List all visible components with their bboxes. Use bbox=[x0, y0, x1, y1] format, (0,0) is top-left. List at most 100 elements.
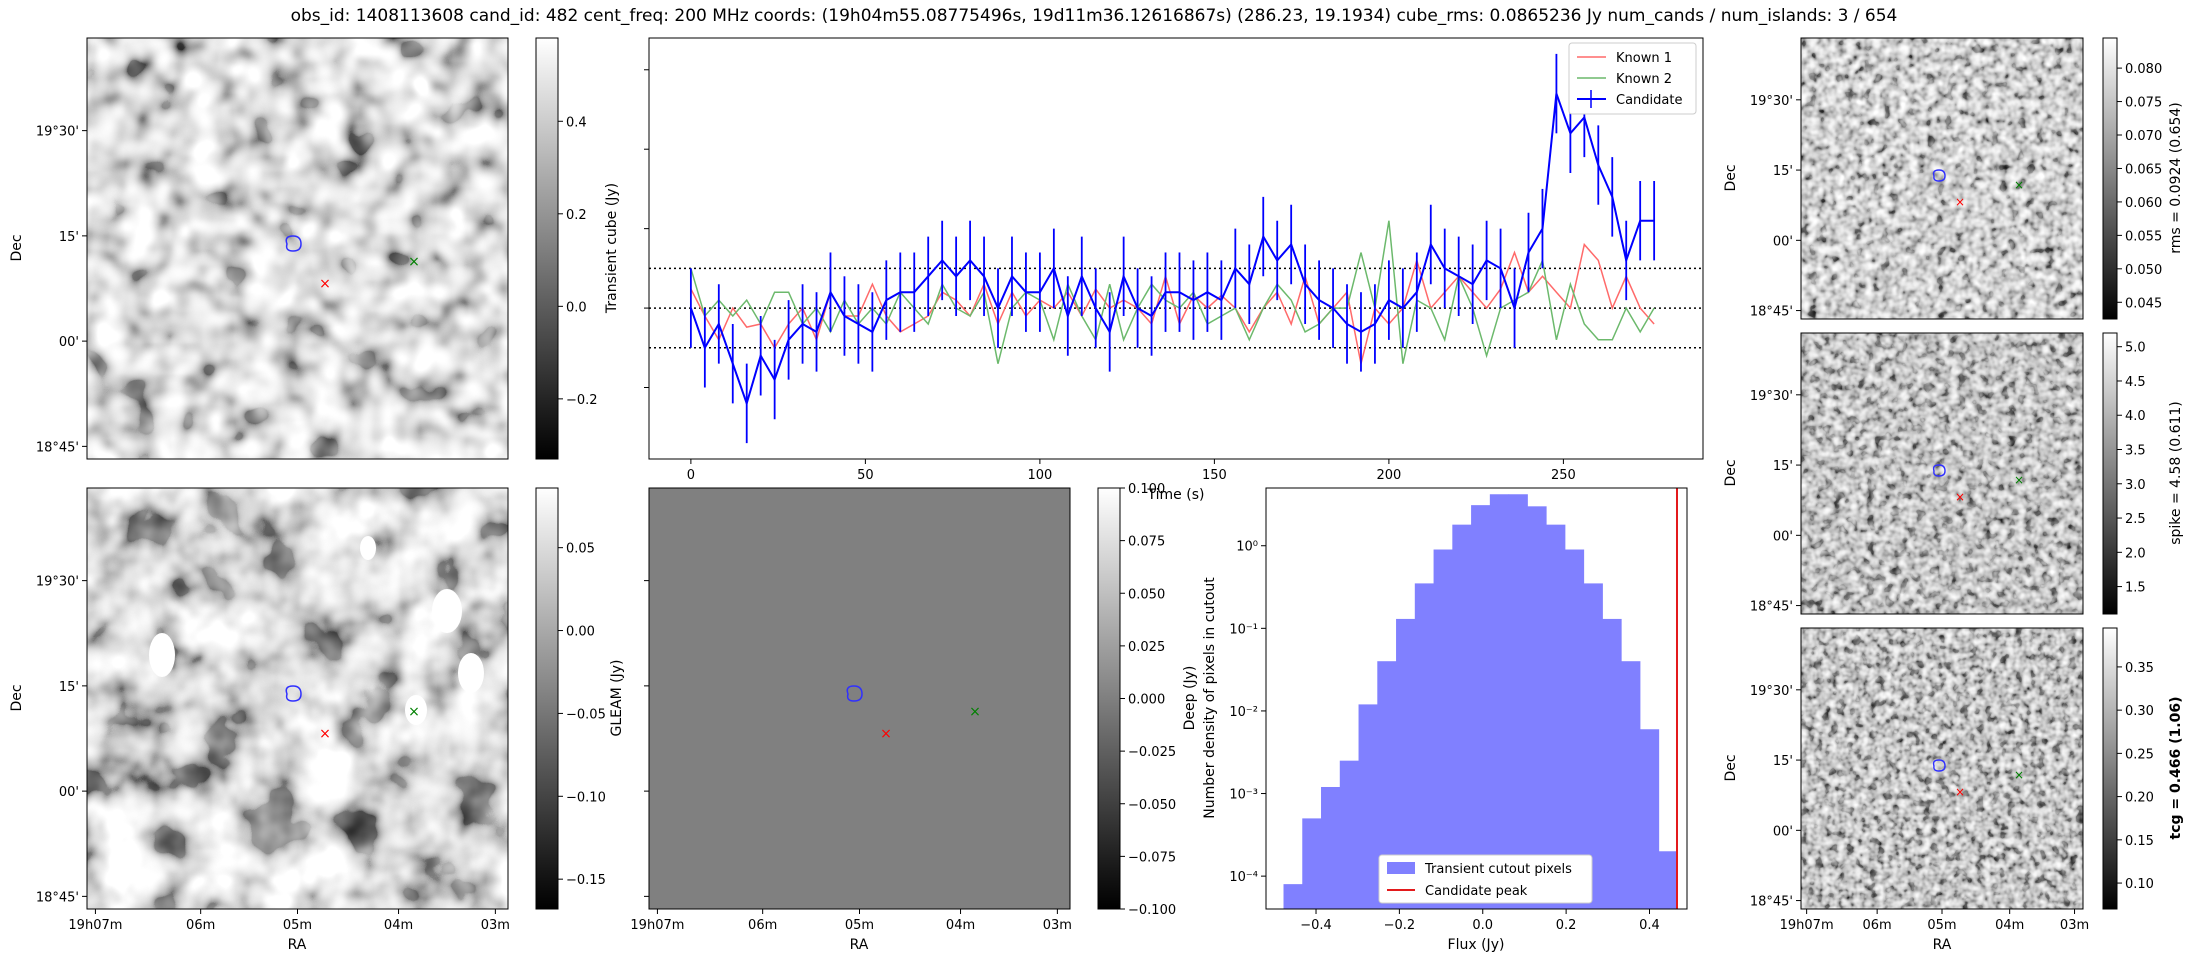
colorbar-gradient bbox=[2102, 332, 2118, 615]
known-source-marker: × bbox=[2014, 473, 2024, 487]
colorbar-tick-label: 0.2 bbox=[566, 208, 587, 223]
colorbar-tick-label: 0.20 bbox=[2125, 791, 2154, 806]
x-tick-label: 250 bbox=[1551, 468, 1576, 483]
colorbar-tick-label: 0.025 bbox=[1128, 640, 1165, 655]
histogram-bar bbox=[1452, 524, 1472, 909]
histogram-bar bbox=[1658, 851, 1678, 909]
colorbar-gradient bbox=[1097, 487, 1121, 910]
rms-cutout-image bbox=[1801, 38, 2083, 319]
series-known-1 bbox=[690, 242, 1655, 364]
dec-tick-label: 00' bbox=[1773, 824, 1793, 839]
ra-tick-label: 03m bbox=[481, 918, 510, 933]
ra-tick-label: 05m bbox=[1927, 918, 1956, 933]
legend-hist-label: Transient cutout pixels bbox=[1424, 862, 1572, 877]
histogram-xlabel: Flux (Jy) bbox=[1448, 937, 1505, 953]
colorbar-gradient bbox=[535, 487, 559, 910]
colorbar-tick-label: 4.5 bbox=[2125, 375, 2146, 390]
deep-cutout-panel: × × 19°30' 15' 00' 18°45' 19h07m 06m 05m 04m 03… bbox=[9, 487, 1198, 953]
tcg-colorbar-label: tcg = 0.466 (1.06) bbox=[2168, 697, 2184, 840]
histogram-bar bbox=[1302, 818, 1322, 909]
spike-cutout-panel: × × 19°30' 15' 00' 18°45' Dec 5.0 4.5 4.0 3.5 3… bbox=[1723, 332, 2184, 615]
histogram-bar bbox=[1321, 786, 1341, 909]
gleam-colorbar: 0.100 0.075 0.050 0.025 0.000 −0.025 −0.050 −0.… bbox=[1097, 482, 1176, 918]
colorbar-tick-label: 0.055 bbox=[2125, 229, 2162, 244]
colorbar-tick-label: 1.5 bbox=[2125, 581, 2146, 596]
dec-tick-label: 18°45' bbox=[36, 440, 79, 455]
legend-candidate-label: Candidate bbox=[1616, 93, 1682, 108]
colorbar-tick-label: 0.050 bbox=[2125, 263, 2162, 278]
y-tick-label: 10⁻² bbox=[1229, 705, 1258, 720]
colorbar-gradient bbox=[2102, 37, 2118, 320]
lightcurve-panel: 0 50 100 150 200 250 Time (s) Known 1 Known 2… bbox=[644, 37, 1704, 503]
candidate-contour bbox=[1932, 759, 1946, 772]
rms-cutout-frame bbox=[1800, 37, 2084, 320]
candidate-contour bbox=[1932, 169, 1946, 182]
y-tick-label: 10⁰ bbox=[1236, 540, 1258, 555]
histogram-bar bbox=[1546, 524, 1566, 909]
colorbar-tick-label: 3.0 bbox=[2125, 478, 2146, 493]
dec-tick-label: 19°30' bbox=[1750, 684, 1793, 699]
histogram-panel: −0.4 −0.2 0.0 0.2 0.4 10⁰ 10⁻¹ 10⁻² 10⁻³ 10⁻⁴ Fl… bbox=[1202, 487, 1688, 953]
x-tick-label: 150 bbox=[1202, 468, 1227, 483]
ra-axis-label: RA bbox=[850, 937, 869, 953]
x-tick-label: 0 bbox=[687, 468, 695, 483]
histogram-bar bbox=[1583, 583, 1603, 909]
spike-colorbar-label: spike = 4.58 (0.611) bbox=[2168, 401, 2184, 545]
ra-tick-label: 19h07m bbox=[1780, 918, 1834, 933]
dec-tick-label: 00' bbox=[59, 785, 79, 800]
colorbar-tick-label: 2.5 bbox=[2125, 512, 2146, 527]
histogram-bar bbox=[1639, 729, 1660, 909]
dec-tick-label: 18°45' bbox=[36, 890, 79, 905]
candidate-marker: × bbox=[1955, 490, 1965, 504]
bright-source bbox=[432, 589, 462, 633]
known-source-marker: × bbox=[2014, 768, 2024, 782]
colorbar-tick-label: 0.000 bbox=[1128, 693, 1165, 708]
histogram-bar bbox=[1602, 618, 1622, 909]
x-tick-label: −0.4 bbox=[1300, 918, 1332, 933]
lightcurve-series bbox=[689, 53, 1656, 444]
rms-cutout-panel: × × 19°30' 15' 00' 18°45' Dec 0.080 0.075 0.0… bbox=[1723, 37, 2184, 320]
series-known-2 bbox=[690, 220, 1655, 364]
colorbar-tick-label: 0.35 bbox=[2125, 661, 2154, 676]
dec-axis-label: Dec bbox=[1723, 754, 1739, 781]
colorbar-tick-label: 0.075 bbox=[2125, 96, 2162, 111]
histogram-bar bbox=[1621, 661, 1641, 909]
colorbar-tick-label: 0.045 bbox=[2125, 296, 2162, 311]
y-tick-label: 10⁻⁴ bbox=[1229, 870, 1258, 885]
histogram-bar bbox=[1471, 505, 1491, 909]
dec-axis-label: Dec bbox=[9, 234, 25, 261]
dec-tick-label: 15' bbox=[59, 680, 79, 695]
known-source-marker: × bbox=[408, 704, 420, 720]
ra-tick-label: 05m bbox=[845, 918, 874, 933]
colorbar-tick-label: −0.15 bbox=[566, 873, 606, 888]
dec-axis-label: Dec bbox=[9, 684, 25, 711]
legend-box bbox=[1568, 42, 1697, 115]
lightcurve-xlabel: Time (s) bbox=[1147, 487, 1205, 503]
tcg-cutout-image bbox=[1801, 628, 2083, 909]
ra-tick-label: 03m bbox=[2060, 918, 2089, 933]
candidate-contour bbox=[285, 235, 302, 252]
colorbar-gradient bbox=[535, 37, 559, 460]
ra-axis-label: RA bbox=[1933, 937, 1952, 953]
colorbar-tick-label: 3.5 bbox=[2125, 444, 2146, 459]
spike-cutout-image bbox=[1801, 333, 2083, 614]
colorbar-tick-label: −0.05 bbox=[566, 707, 606, 722]
histogram-bar bbox=[1564, 549, 1585, 909]
ra-axis-ticks: 19h07m 06m 05m 04m 03m bbox=[68, 909, 510, 933]
colorbar-tick-label: 0.070 bbox=[2125, 129, 2162, 144]
bright-source bbox=[405, 695, 427, 725]
ra-axis-label: RA bbox=[288, 937, 307, 953]
dec-tick-label: 15' bbox=[1773, 754, 1793, 769]
colorbar-tick-label: 0.065 bbox=[2125, 162, 2162, 177]
lightcurve-y-ticks bbox=[644, 69, 649, 389]
x-tick-label: 50 bbox=[857, 468, 874, 483]
lightcurve-legend: Known 1 Known 2 Candidate bbox=[1568, 42, 1697, 115]
lightcurve-x-ticks: 0 50 100 150 200 250 bbox=[687, 459, 1576, 483]
colorbar-tick-label: −0.2 bbox=[566, 393, 598, 408]
known-source-marker: × bbox=[408, 254, 420, 270]
candidate-contour bbox=[285, 685, 302, 702]
candidate-marker: × bbox=[880, 726, 892, 742]
ra-tick-label: 06m bbox=[1863, 918, 1892, 933]
colorbar-tick-label: 0.30 bbox=[2125, 704, 2154, 719]
colorbar-tick-label: −0.075 bbox=[1128, 850, 1176, 865]
